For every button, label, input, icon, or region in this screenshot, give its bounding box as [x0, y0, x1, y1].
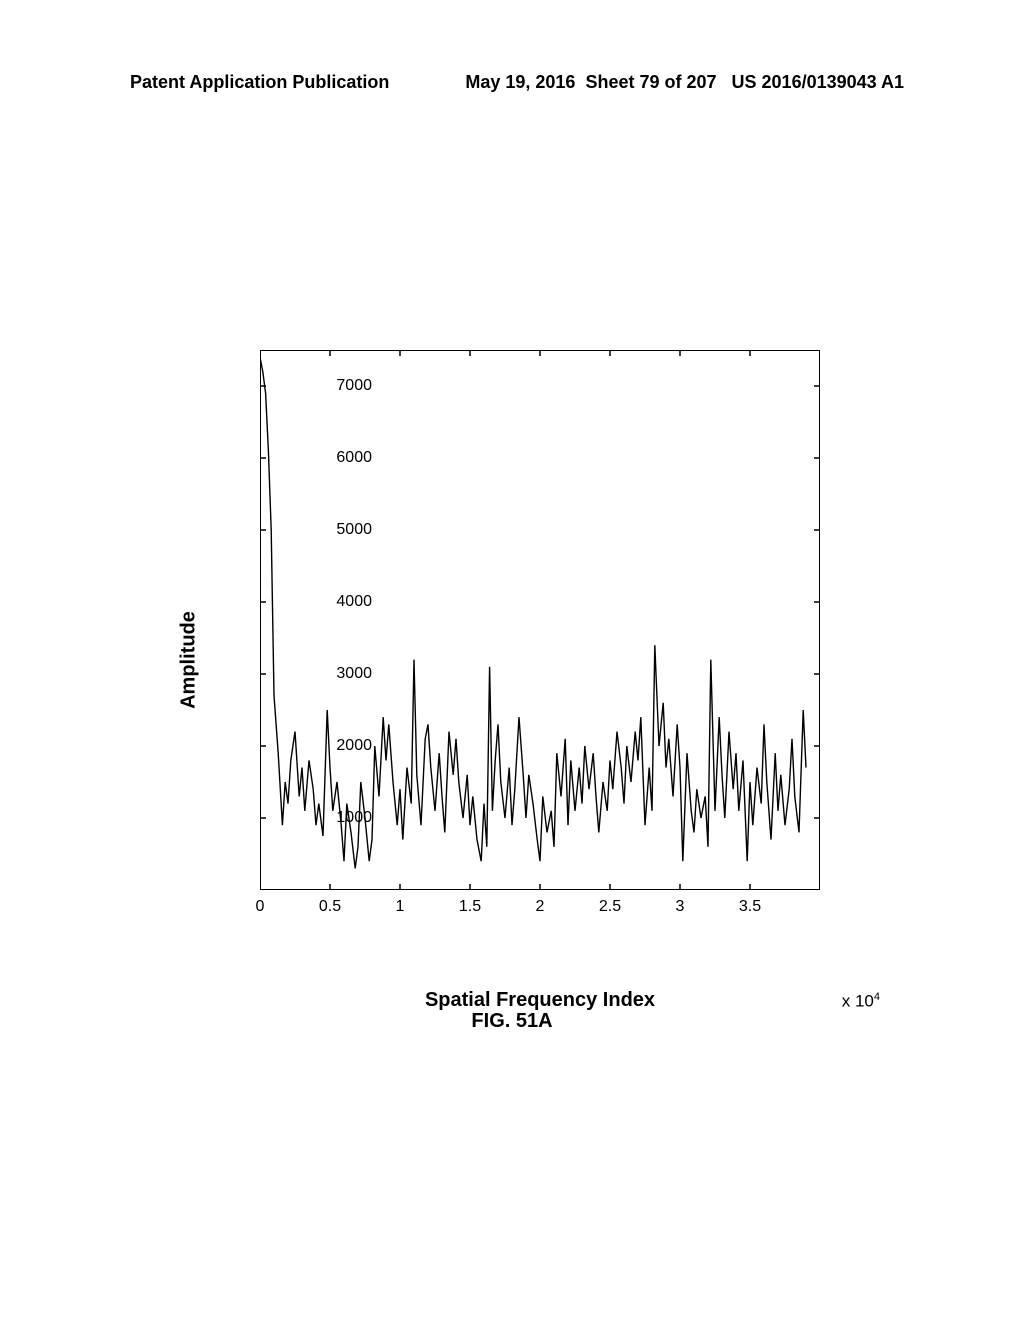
xtick-label: 1.5 [459, 898, 481, 916]
x-mult-base: x 10 [842, 992, 874, 1011]
ytick-label: 2000 [336, 737, 372, 755]
xtick-label: 0.5 [319, 898, 341, 916]
header-right: May 19, 2016 Sheet 79 of 207 US 2016/013… [465, 72, 904, 93]
ytick-label: 3000 [336, 665, 372, 683]
ytick-label: 4000 [336, 593, 372, 611]
header-pubno: US 2016/0139043 A1 [732, 72, 904, 92]
xtick-label: 2 [536, 898, 545, 916]
figure-container: Amplitude 1000 2000 3000 4000 5000 6000 7000 0 0… [140, 350, 840, 970]
xtick-label: 2.5 [599, 898, 621, 916]
xtick-label: 0 [256, 898, 265, 916]
ytick-label: 6000 [336, 449, 372, 467]
figure-caption: FIG. 51A [0, 1010, 1024, 1033]
ytick-label: 1000 [336, 809, 372, 827]
ytick-label: 7000 [336, 377, 372, 395]
header-date: May 19, 2016 [465, 72, 575, 92]
x-axis-multiplier: x 104 [842, 991, 880, 1012]
xtick-label: 3.5 [739, 898, 761, 916]
xtick-label: 3 [676, 898, 685, 916]
x-axis-label: Spatial Frequency Index [425, 989, 655, 1012]
chart-plot-area: 100020003000400050006000700000.511.522.5… [260, 350, 820, 890]
y-axis-label: Amplitude [177, 611, 200, 709]
x-mult-exp: 4 [874, 991, 880, 1003]
header-sheet: Sheet 79 of 207 [585, 72, 716, 92]
ytick-label: 5000 [336, 521, 372, 539]
xtick-label: 1 [396, 898, 405, 916]
header-left: Patent Application Publication [130, 72, 389, 93]
page-header: Patent Application Publication May 19, 2… [0, 72, 1024, 93]
